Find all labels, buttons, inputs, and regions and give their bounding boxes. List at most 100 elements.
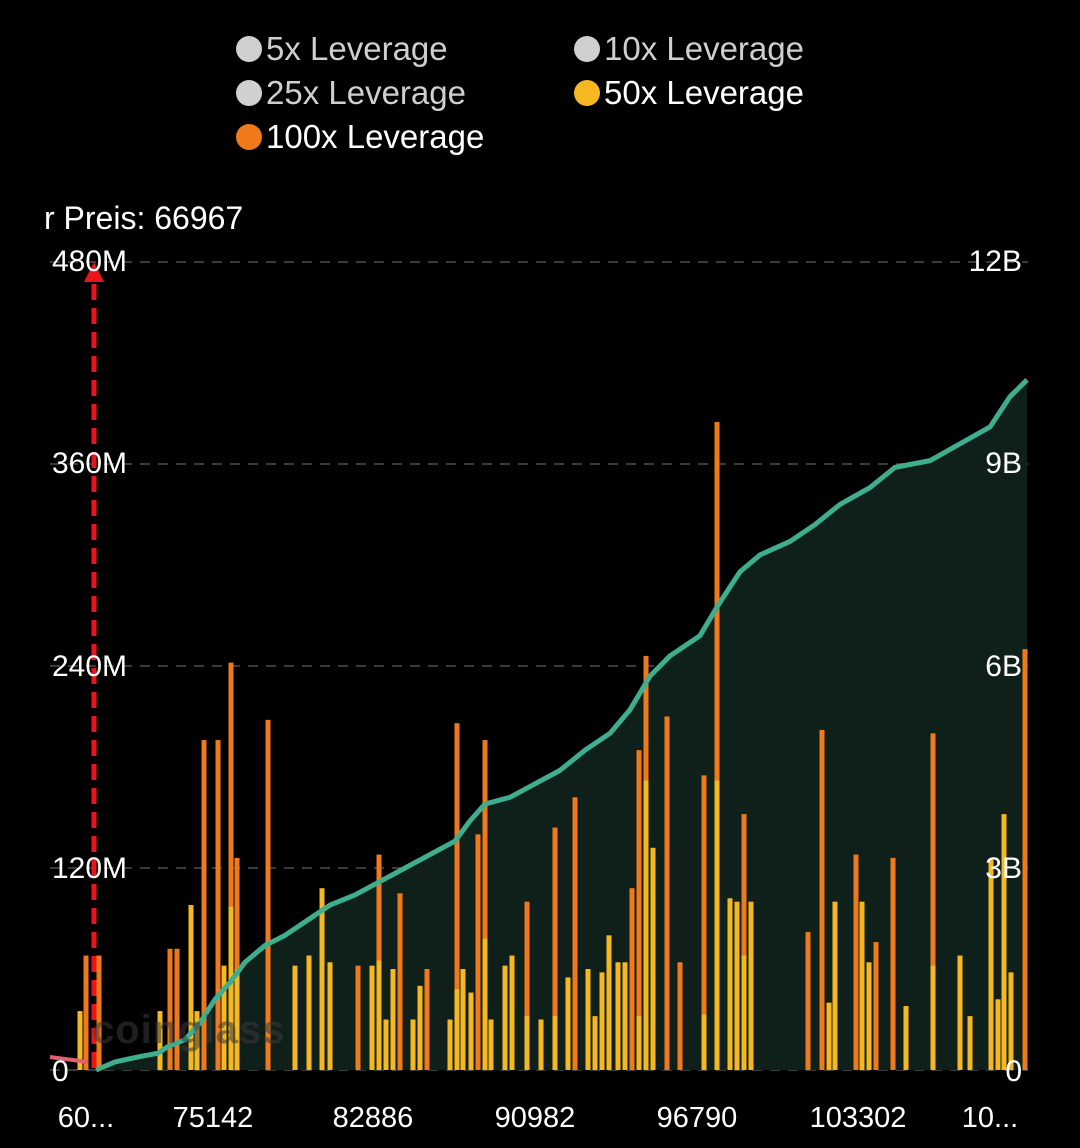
bar-100x: [228, 662, 234, 1070]
bar-50x: [327, 962, 333, 1070]
x-axis-tick-5: 103302: [809, 1102, 907, 1134]
bar-50x: [615, 962, 621, 1070]
bar-50x: [832, 901, 838, 1070]
bar-50x: [741, 955, 747, 1070]
bar-100x: [234, 857, 240, 1070]
bar-100x: [636, 750, 642, 1070]
legend-item-5x[interactable]: 5x Leverage: [236, 30, 448, 68]
bar-50x: [306, 955, 312, 1070]
bar-50x: [524, 1016, 530, 1070]
bar-50x: [622, 962, 628, 1070]
left-axis-tick-0: 0: [52, 1055, 69, 1088]
bar-50x: [376, 960, 382, 1070]
x-axis-tick-2: 82886: [332, 1102, 414, 1134]
bar-50x: [826, 1002, 832, 1070]
bar-100x: [873, 942, 879, 1070]
legend-item-50x[interactable]: 50x Leverage: [574, 74, 804, 112]
short-side-line: [49, 1055, 89, 1064]
bar-50x: [383, 1019, 389, 1070]
bar-100x: [677, 962, 683, 1070]
legend-dot-5x: [236, 36, 262, 62]
bar-100x: [819, 729, 825, 1070]
legend-item-25x[interactable]: 25x Leverage: [236, 74, 466, 112]
right-axis-tick-3B: 3B: [985, 852, 1022, 885]
bar-50x: [988, 859, 994, 1070]
x-axis-tick-1: 75142: [172, 1102, 254, 1134]
x-axis-tick-6: 10...: [961, 1102, 1019, 1134]
bar-100x: [96, 955, 102, 1070]
bar-50x: [701, 1014, 707, 1070]
legend-dot-10x: [574, 36, 600, 62]
coinglass-watermark: coinglass: [92, 1008, 286, 1052]
bar-50x: [727, 898, 733, 1070]
legend-dot-25x: [236, 80, 262, 106]
bar-50x: [592, 1016, 598, 1070]
bar-50x: [502, 965, 508, 1070]
bar-50x: [714, 780, 720, 1070]
bar-100x: [1022, 649, 1028, 1070]
right-axis-tick-9B: 9B: [985, 447, 1022, 480]
bar-50x: [157, 1011, 163, 1070]
left-axis-tick-360M: 360M: [52, 447, 128, 480]
bar-100x: [930, 733, 936, 1070]
bar-100x: [664, 716, 670, 1070]
bar-100x: [83, 955, 89, 1070]
bar-50x: [643, 780, 649, 1070]
bar-50x: [606, 935, 612, 1070]
bar-50x: [859, 901, 865, 1070]
bar-50x: [650, 847, 656, 1070]
bar-100x: [890, 857, 896, 1070]
bar-50x: [552, 1016, 558, 1070]
bar-50x: [967, 1016, 973, 1070]
bar-50x: [319, 888, 325, 1070]
left-axis-tick-480M: 480M: [52, 245, 128, 278]
bar-50x: [447, 1019, 453, 1070]
bar-50x: [454, 989, 460, 1070]
bar-50x: [460, 969, 466, 1070]
bar-100x: [265, 719, 271, 1070]
current-price-arrow: [84, 262, 104, 282]
right-axis-tick-6B: 6B: [985, 650, 1022, 683]
bar-100x: [741, 814, 747, 1070]
legend-label-10x: 10x Leverage: [604, 30, 804, 67]
bar-50x: [1008, 972, 1014, 1070]
legend-label-25x: 25x Leverage: [266, 74, 466, 111]
legend-label-100x: 100x Leverage: [266, 118, 485, 155]
bar-50x: [292, 965, 298, 1070]
bar-50x: [538, 1019, 544, 1070]
bar-50x: [188, 905, 194, 1070]
bar-100x: [355, 965, 361, 1070]
cumulative-area: [96, 379, 1027, 1070]
bar-50x: [509, 955, 515, 1070]
bar-100x: [174, 948, 180, 1070]
bar-50x: [995, 999, 1001, 1070]
bar-50x: [488, 1019, 494, 1070]
legend-dot-50x: [574, 80, 600, 106]
x-axis-tick-3: 90982: [494, 1102, 576, 1134]
bar-50x: [957, 955, 963, 1070]
bar-50x: [903, 1006, 909, 1070]
bar-100x: [552, 827, 558, 1070]
bar-100x: [167, 948, 173, 1070]
bar-100x: [853, 854, 859, 1070]
right-axis-tick-0: 0: [1005, 1055, 1022, 1088]
bar-100x: [805, 931, 811, 1070]
bar-50x: [734, 901, 740, 1070]
bar-50x: [390, 969, 396, 1070]
bar-100x: [524, 901, 530, 1070]
bar-50x: [748, 901, 754, 1070]
bar-100x: [454, 723, 460, 1070]
bar-50x: [1001, 814, 1007, 1070]
left-axis-tick-120M: 120M: [52, 852, 128, 885]
legend-dot-100x: [236, 124, 262, 150]
legend-item-10x[interactable]: 10x Leverage: [574, 30, 804, 68]
bar-100x: [482, 740, 488, 1070]
right-axis-tick-12B: 12B: [968, 245, 1022, 278]
bar-50x: [468, 992, 474, 1070]
bar-100x: [701, 775, 707, 1070]
legend-item-100x[interactable]: 100x Leverage: [236, 118, 484, 156]
bar-100x: [215, 740, 221, 1070]
bar-50x: [585, 969, 591, 1070]
bar-50x: [599, 972, 605, 1070]
